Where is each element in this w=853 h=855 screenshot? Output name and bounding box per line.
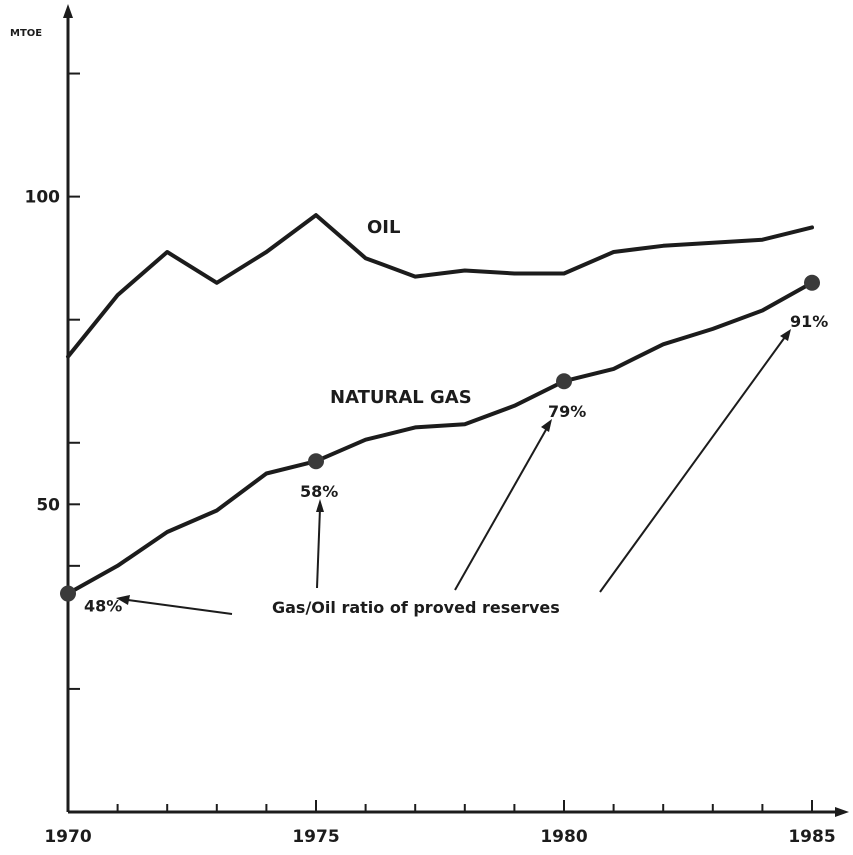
x-tick-label-1985: 1985 xyxy=(788,827,835,847)
x-tick-label-1970: 1970 xyxy=(44,827,91,847)
series-line-oil xyxy=(66,213,814,359)
arrow-line-91 xyxy=(599,336,786,593)
arrow-line-48 xyxy=(127,599,233,615)
marker-label-1970: 48% xyxy=(84,597,122,616)
arrow-line-58 xyxy=(316,507,321,589)
series-label-oil: OIL xyxy=(367,217,400,238)
marker-label-1980: 79% xyxy=(548,402,586,421)
axes xyxy=(63,4,849,817)
series-label-natural-gas: NATURAL GAS xyxy=(330,387,472,408)
x-tick-label-1975: 1975 xyxy=(292,827,339,847)
y-axis-unit-label: MTOE xyxy=(10,28,42,39)
x-ticks: 1970 1975 1980 1985 xyxy=(44,800,836,847)
y-axis-arrow xyxy=(63,4,73,18)
arrow-line-79 xyxy=(454,427,548,591)
marker-1970 xyxy=(60,585,76,602)
marker-1975 xyxy=(308,453,324,470)
annotation-arrows xyxy=(116,329,791,615)
x-axis-arrow xyxy=(835,807,849,817)
arrow-head-58 xyxy=(316,499,324,512)
marker-label-1975: 58% xyxy=(300,482,338,501)
y-ticks: 50 100 xyxy=(25,72,80,690)
marker-1980 xyxy=(556,373,572,390)
x-tick-label-1980: 1980 xyxy=(540,827,587,847)
y-tick-label-50: 50 xyxy=(36,495,60,515)
annotation-gas-oil-ratio: Gas/Oil ratio of proved reserves xyxy=(272,598,560,617)
arrow-head-79 xyxy=(541,419,552,432)
y-tick-label-100: 100 xyxy=(25,188,61,208)
marker-1985 xyxy=(804,274,820,291)
arrow-head-48 xyxy=(116,595,130,605)
series-group xyxy=(66,213,814,596)
marker-label-1985: 91% xyxy=(790,312,828,331)
markers: 48% 58% 79% 91% xyxy=(60,274,828,616)
arrow-head-91 xyxy=(780,329,791,341)
series-line-natural-gas xyxy=(66,280,814,596)
